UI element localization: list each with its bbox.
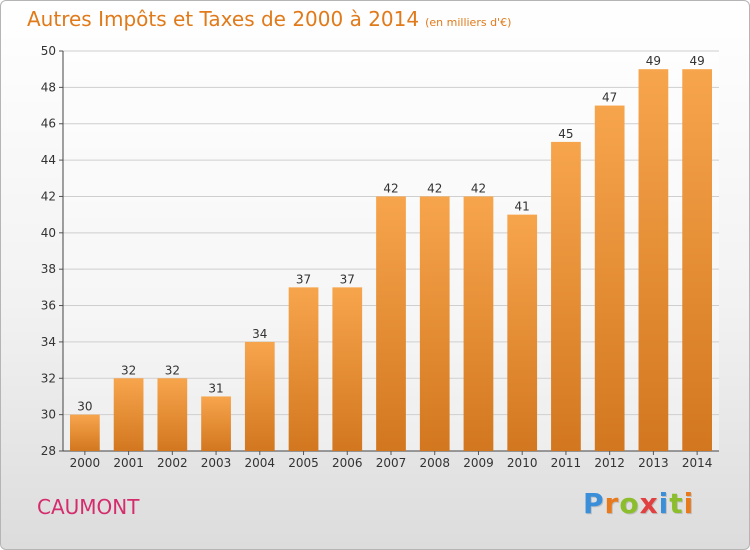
bar-2010: [507, 214, 538, 451]
x-tick-label: 2002: [157, 456, 188, 470]
y-tick-label: 44: [41, 153, 56, 167]
x-tick-label: 2010: [507, 456, 538, 470]
bar-value-label: 42: [383, 181, 398, 195]
bar-2005: [288, 287, 319, 451]
bar-2006: [332, 287, 363, 451]
y-tick-label: 42: [41, 189, 56, 203]
y-tick-label: 28: [41, 444, 56, 458]
bar-2008: [419, 196, 450, 451]
bar-value-label: 32: [165, 363, 180, 377]
x-tick-label: 2012: [594, 456, 625, 470]
proxiti-logo[interactable]: Proxiti: [583, 487, 694, 520]
bar-value-label: 42: [471, 181, 486, 195]
x-tick-label: 2004: [245, 456, 276, 470]
bar-2011: [551, 141, 581, 451]
x-tick-label: 2009: [463, 456, 494, 470]
bar-value-label: 37: [340, 272, 355, 286]
chart-title-text: Autres Impôts et Taxes de 2000 à 2014: [27, 7, 420, 31]
bar-value-label: 37: [296, 272, 311, 286]
logo-letter: o: [619, 487, 640, 520]
bar-2012: [594, 105, 625, 451]
x-tick-label: 2008: [419, 456, 450, 470]
bar-2003: [201, 396, 231, 451]
x-tick-label: 2005: [288, 456, 319, 470]
bar-value-label: 45: [558, 127, 573, 141]
x-tick-label: 2011: [551, 456, 582, 470]
y-tick-label: 34: [41, 335, 56, 349]
y-tick-label: 30: [41, 408, 56, 422]
bar-2013: [638, 69, 669, 451]
logo-letter: t: [669, 487, 684, 520]
bar-value-label: 49: [646, 54, 661, 68]
chart-title: Autres Impôts et Taxes de 2000 à 2014 (en…: [27, 7, 511, 31]
logo-letter: r: [604, 487, 620, 520]
logo-letter: i: [683, 487, 695, 520]
bar-value-label: 31: [208, 381, 223, 395]
bar-value-label: 42: [427, 181, 442, 195]
y-tick-label: 46: [41, 117, 56, 131]
x-tick-label: 2007: [376, 456, 407, 470]
x-tick-label: 2001: [113, 456, 144, 470]
bar-2007: [376, 196, 406, 451]
place-name: CAUMONT: [37, 495, 140, 519]
logo-letter: i: [658, 487, 670, 520]
y-tick-label: 48: [41, 80, 56, 94]
x-tick-label: 2013: [638, 456, 669, 470]
bar-value-label: 47: [602, 91, 617, 105]
y-tick-label: 36: [41, 299, 56, 313]
y-tick-label: 40: [41, 226, 56, 240]
logo-letter: P: [583, 487, 605, 520]
bar-value-label: 34: [252, 327, 267, 341]
x-tick-label: 2003: [201, 456, 232, 470]
bar-2004: [244, 341, 275, 451]
y-tick-label: 32: [41, 371, 56, 385]
logo-letter: x: [639, 487, 659, 520]
bar-2014: [682, 69, 713, 451]
x-tick-label: 2014: [682, 456, 713, 470]
y-tick-label: 38: [41, 262, 56, 276]
bar-value-label: 30: [77, 400, 92, 414]
chart-unit-label: (en milliers d'€): [425, 16, 512, 29]
bar-2001: [113, 378, 144, 451]
bar-2009: [463, 196, 494, 451]
bar-2000: [69, 414, 100, 451]
y-tick-label: 50: [41, 44, 56, 58]
bar-value-label: 41: [515, 200, 530, 214]
bar-value-label: 49: [689, 54, 704, 68]
bar-2002: [157, 378, 188, 451]
bar-value-label: 32: [121, 363, 136, 377]
x-tick-label: 2000: [70, 456, 101, 470]
x-tick-label: 2006: [332, 456, 363, 470]
